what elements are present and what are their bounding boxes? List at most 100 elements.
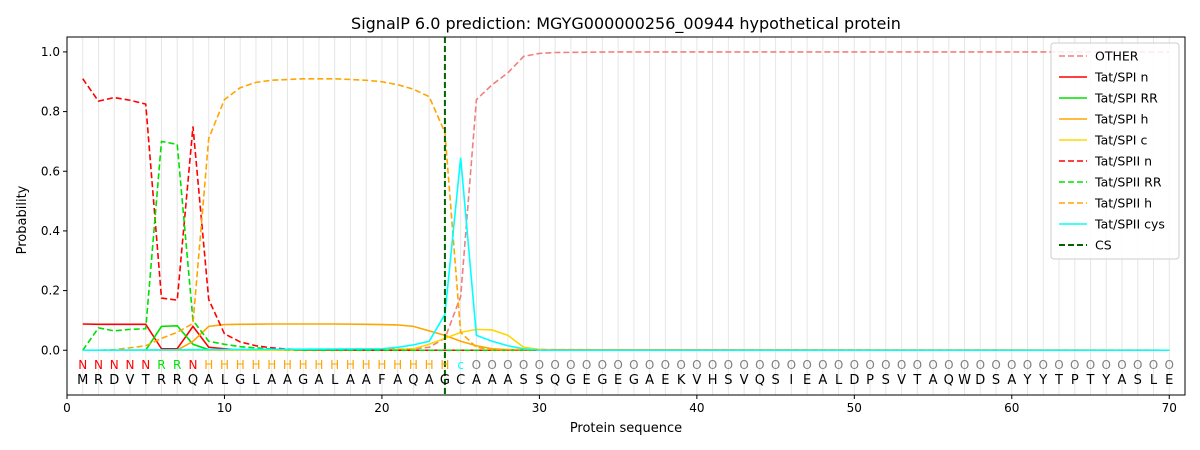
legend-label: Tat/SPII n — [1094, 154, 1152, 169]
region-label: O — [645, 358, 654, 372]
sequence-residue: A — [314, 373, 323, 388]
region-label: O — [629, 358, 638, 372]
region-label: N — [110, 358, 119, 372]
region-label: H — [346, 358, 355, 372]
sequence-residue: Q — [408, 373, 418, 388]
region-label: N — [125, 358, 134, 372]
sequence-residue: Q — [944, 373, 954, 388]
legend-label: Tat/SPI c — [1094, 133, 1147, 148]
region-label: O — [1117, 358, 1126, 372]
sequence-residue: V — [897, 373, 906, 388]
region-label: N — [78, 358, 87, 372]
sequence-residue: A — [1118, 373, 1127, 388]
sequence-residue: A — [503, 373, 512, 388]
sequence-residue: L — [331, 373, 339, 388]
region-label: c — [457, 358, 464, 372]
region-label: O — [960, 358, 969, 372]
sequence-residue: E — [661, 373, 669, 388]
sequence-residue: L — [252, 373, 260, 388]
region-label: O — [472, 358, 481, 372]
region-label: O — [692, 358, 701, 372]
x-tick-label: 30 — [532, 401, 547, 415]
region-label: O — [944, 358, 953, 372]
x-tick-label: 10 — [217, 401, 232, 415]
y-tick-label: 1.0 — [41, 45, 60, 59]
x-tick-label: 70 — [1162, 401, 1177, 415]
sequence-residue: M — [77, 373, 88, 388]
sequence-residue: G — [440, 373, 450, 388]
region-label: H — [220, 358, 229, 372]
series-line-tat-spi-n — [82, 323, 1170, 352]
y-tick-label: 0.4 — [41, 224, 60, 238]
sequence-residue: S — [520, 373, 528, 388]
sequence-residue: D — [109, 373, 119, 388]
region-label: H — [299, 358, 308, 372]
sequence-residue: S — [535, 373, 543, 388]
sequence-residue: S — [1134, 373, 1142, 388]
legend-label: Tat/SPII h — [1094, 196, 1152, 211]
legend-label: Tat/SPI n — [1094, 70, 1148, 85]
sequence-residue: V — [692, 373, 701, 388]
region-label: O — [1086, 358, 1095, 372]
sequence-residue: C — [456, 373, 465, 388]
region-label: N — [188, 358, 197, 372]
sequence-residue: E — [614, 373, 622, 388]
region-label: H — [236, 358, 245, 372]
sequence-residue: R — [173, 373, 182, 388]
sequence-residue: A — [425, 373, 434, 388]
region-label: O — [1133, 358, 1142, 372]
region-label: O — [550, 358, 559, 372]
region-label: O — [708, 358, 717, 372]
sequence-residue: A — [204, 373, 213, 388]
region-label: O — [1102, 358, 1111, 372]
sequence-residue: E — [583, 373, 591, 388]
series-line-tat-spi-c — [82, 328, 1170, 352]
x-tick-label: 20 — [374, 401, 389, 415]
y-tick-label: 0.0 — [41, 343, 60, 357]
region-label: O — [1054, 358, 1063, 372]
sequence-residue: Y — [1023, 373, 1032, 388]
region-label: N — [94, 358, 103, 372]
sequence-residue: Y — [1038, 373, 1047, 388]
region-label: O — [535, 358, 544, 372]
region-label: O — [802, 358, 811, 372]
x-axis-label: Protein sequence — [570, 421, 682, 436]
sequence-residue: Y — [1101, 373, 1110, 388]
sequence-residue: P — [1071, 373, 1079, 388]
legend-label: Tat/SPI RR — [1094, 91, 1158, 106]
sequence-residue: T — [141, 373, 150, 388]
region-label: O — [1023, 358, 1032, 372]
sequence-residue: G — [566, 373, 576, 388]
series-line-other — [82, 51, 1170, 352]
region-label: O — [755, 358, 764, 372]
sequence-residue: S — [992, 373, 1000, 388]
legend-label: CS — [1095, 238, 1112, 253]
series-line-tat-spi-h — [82, 323, 1170, 352]
sequence-residue: V — [740, 373, 749, 388]
series-line-tat-spii-rr — [82, 140, 1170, 352]
region-label: O — [881, 358, 890, 372]
region-label: H — [377, 358, 386, 372]
sequence-residue: L — [835, 373, 843, 388]
plot-area: MNRNDNVNTNRRRRQNAHLHGHLHAHAHGHAHLHAHAHFH… — [41, 36, 1186, 415]
region-label: O — [1039, 358, 1048, 372]
series-line-tat-spii-h — [82, 77, 1170, 352]
sequence-residue: P — [866, 373, 874, 388]
sequence-residue: A — [645, 373, 654, 388]
region-label: O — [976, 358, 985, 372]
x-tick-label: 50 — [847, 401, 862, 415]
region-label: O — [519, 358, 528, 372]
region-label: H — [283, 358, 292, 372]
sequence-residue: H — [708, 373, 718, 388]
sequence-residue: E — [803, 373, 811, 388]
sequence-residue: A — [346, 373, 355, 388]
sequence-residue: I — [789, 373, 793, 388]
y-axis-label: Probability — [15, 185, 30, 254]
sequence-residue: D — [975, 373, 985, 388]
legend-label: Tat/SPII RR — [1094, 175, 1162, 190]
sequence-residue: Q — [188, 373, 198, 388]
sequence-residue: S — [724, 373, 732, 388]
sequence-residue: S — [771, 373, 779, 388]
sequence-residue: L — [1150, 373, 1158, 388]
